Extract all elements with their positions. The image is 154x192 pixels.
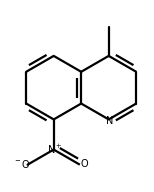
Text: O: O [80, 159, 88, 169]
Text: $^-$O: $^-$O [12, 158, 30, 170]
Text: N: N [106, 116, 114, 126]
Text: N$^+$: N$^+$ [47, 143, 63, 156]
